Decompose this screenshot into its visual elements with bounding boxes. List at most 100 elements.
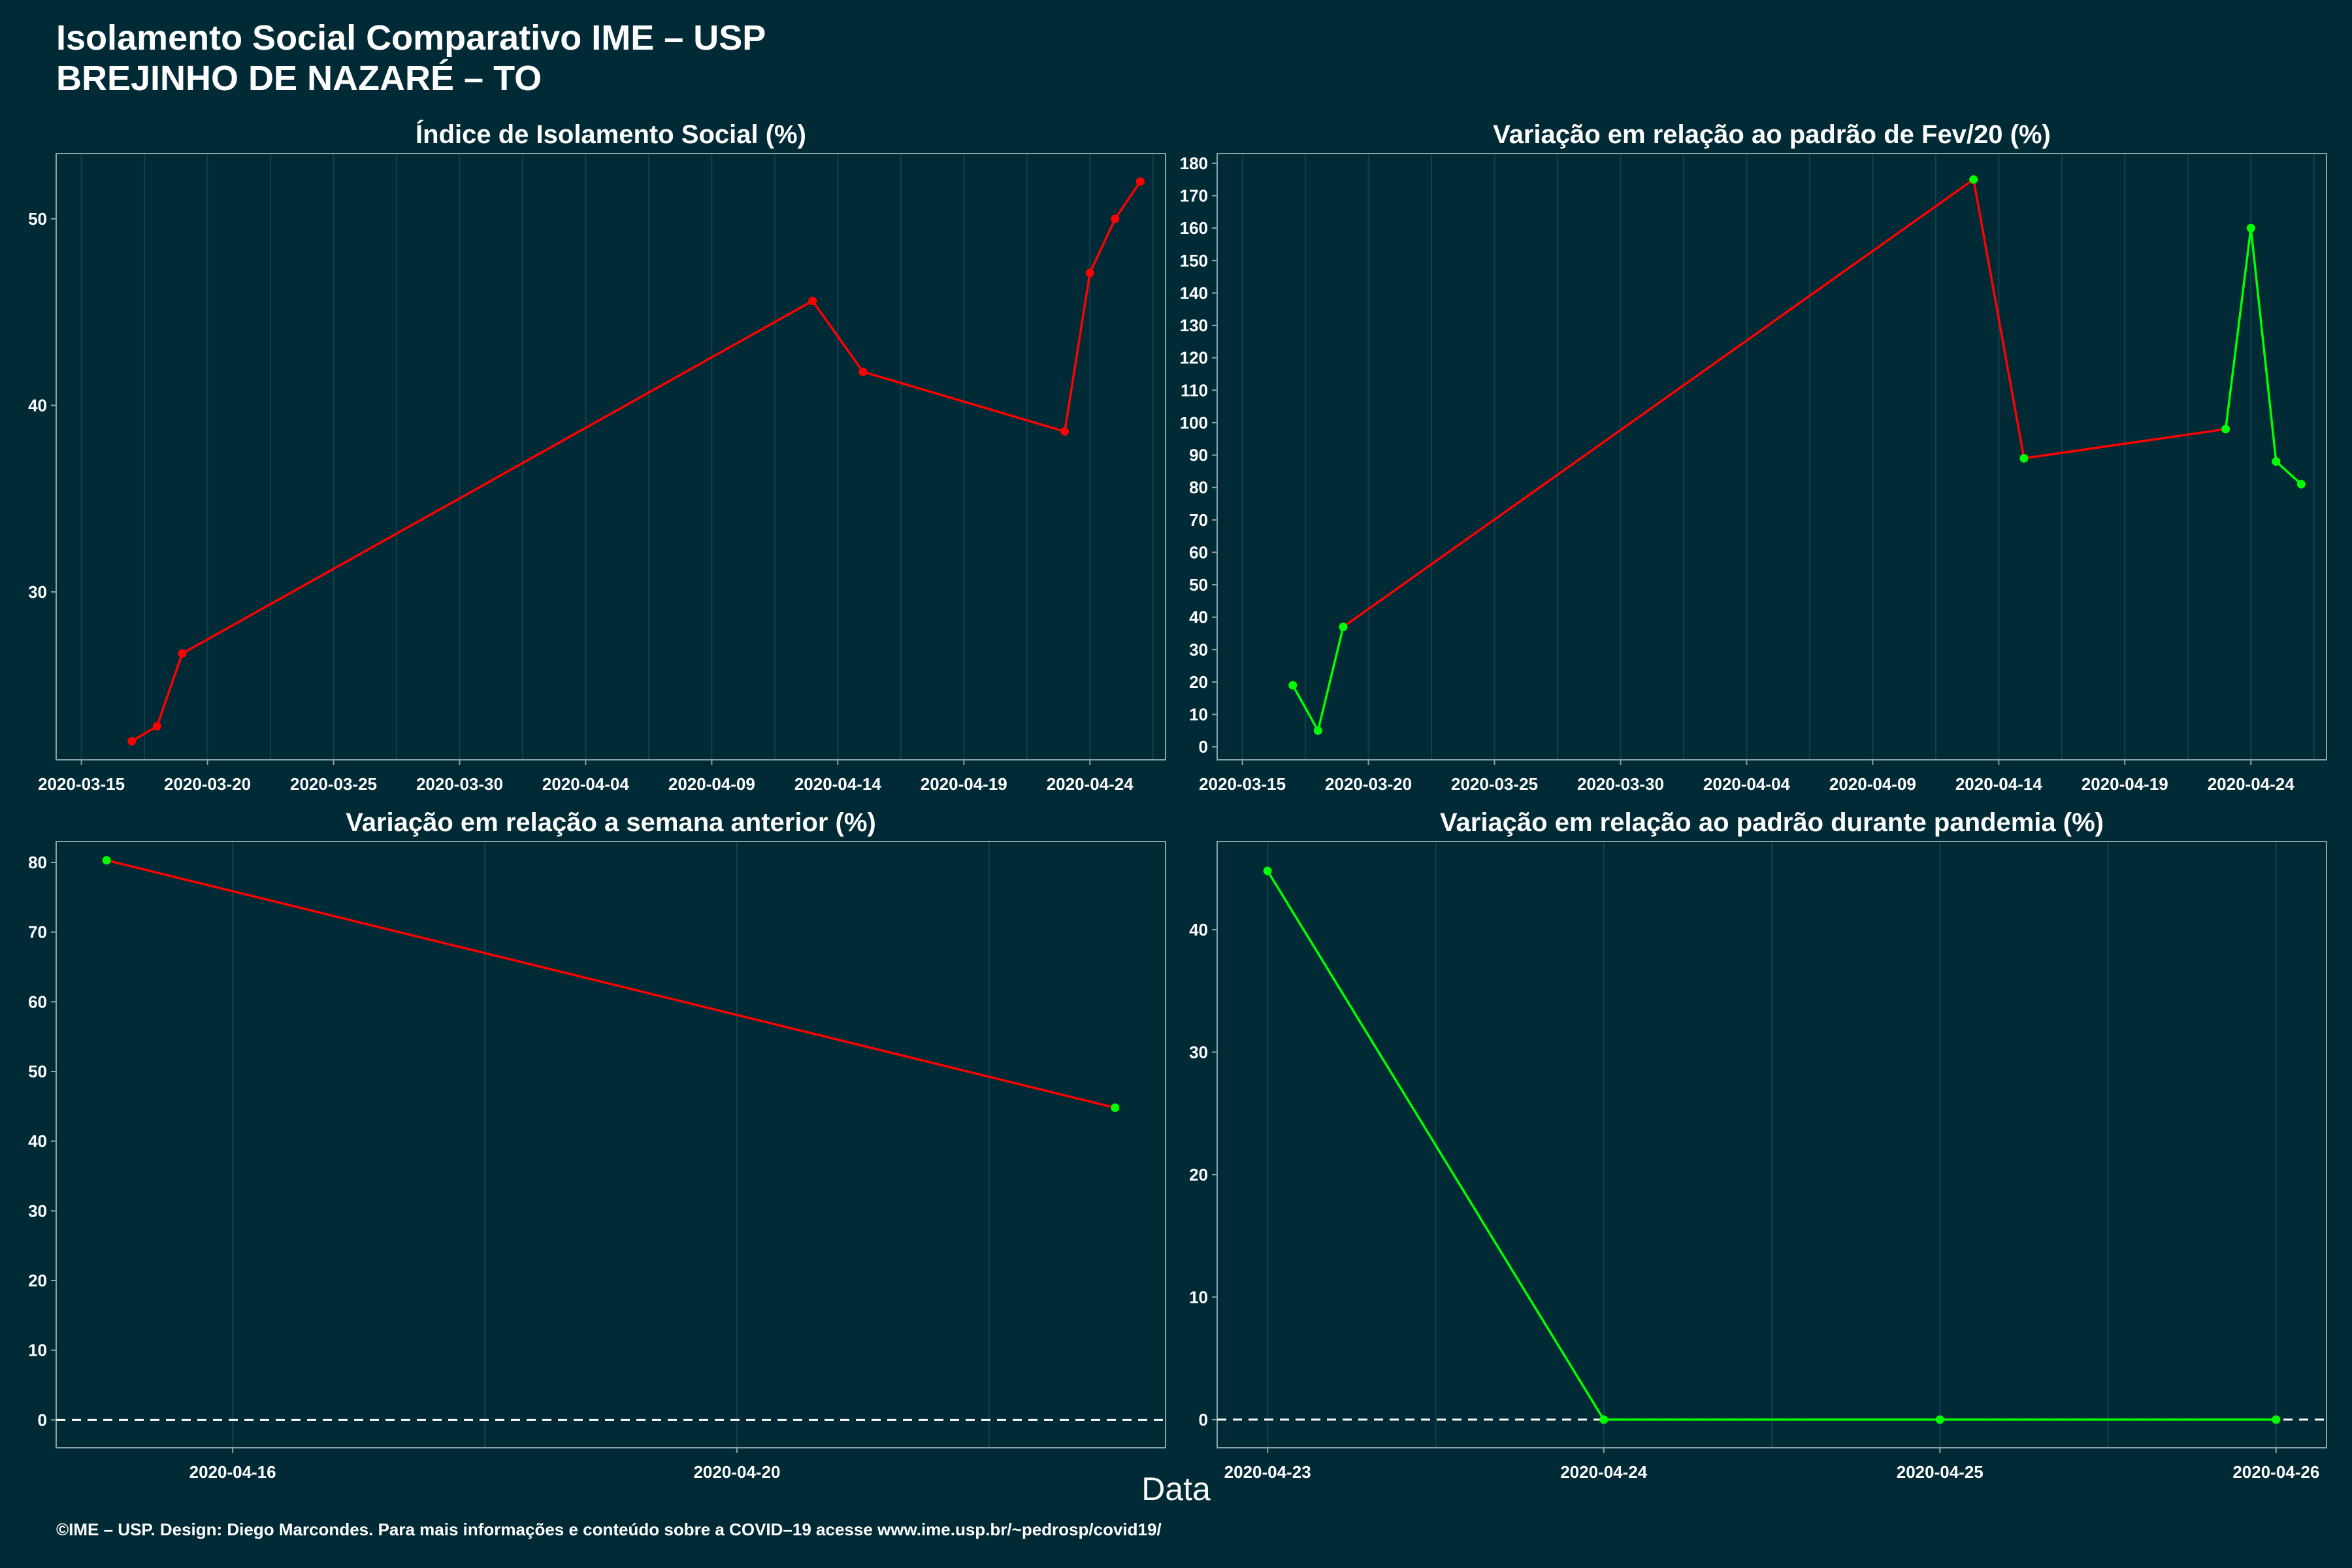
data-point — [2272, 457, 2281, 466]
y-tick-label: 50 — [28, 1062, 47, 1081]
data-point — [1969, 175, 1978, 184]
x-tick-label: 2020-03-25 — [1451, 774, 1538, 794]
x-tick-label: 2020-04-14 — [794, 774, 882, 794]
series-line-segment — [1342, 178, 1974, 628]
y-tick-label: 50 — [1189, 575, 1208, 595]
series-line-segment — [862, 370, 1066, 433]
chart-title: Variação em relação a semana anterior (%… — [346, 808, 876, 837]
series-line-segment — [2275, 461, 2302, 485]
data-point — [2221, 425, 2230, 434]
y-tick-label: 120 — [1180, 348, 1208, 368]
y-tick-label: 0 — [1199, 737, 1208, 757]
data-point — [1111, 214, 1120, 223]
y-tick-label: 10 — [1189, 1287, 1208, 1307]
series-line-segment — [1114, 180, 1141, 220]
footer-caption: ©IME – USP. Design: Diego Marcondes. Par… — [56, 1520, 1162, 1539]
series-line-segment — [131, 725, 158, 742]
data-point — [178, 649, 187, 658]
data-point — [2246, 223, 2255, 233]
y-tick-label: 10 — [28, 1341, 47, 1360]
series-line-segment — [1088, 218, 1117, 274]
data-point — [1060, 427, 1070, 436]
x-axis-title: Data — [1141, 1471, 1211, 1507]
x-tick-label: 2020-04-09 — [1829, 774, 1916, 794]
series-line-segment — [1972, 179, 2025, 459]
chart-panel-1: Índice de Isolamento Social (%) 30 40 50 202… — [28, 120, 1166, 794]
data-point — [858, 367, 868, 376]
y-tick-label: 20 — [1189, 1165, 1208, 1184]
chart-panel-2: Variação em relação ao padrão de Fev/20 … — [1180, 120, 2327, 794]
y-tick-label: 180 — [1180, 154, 1208, 173]
x-tick-label: 2020-04-09 — [668, 774, 755, 794]
y-tick-label: 40 — [28, 1132, 47, 1151]
x-tick-label: 2020-04-19 — [2082, 774, 2168, 794]
panel-border — [1217, 153, 2327, 760]
y-tick-label: 160 — [1180, 218, 1208, 238]
data-point — [1288, 681, 1298, 690]
y-tick-label: 70 — [28, 923, 47, 942]
data-point — [1935, 1415, 1944, 1424]
chart-panel-4: Variação em relação ao padrão durante pa… — [1189, 808, 2327, 1482]
series-line-segment — [106, 859, 1116, 1109]
x-tick-label: 2020-04-19 — [921, 774, 1007, 794]
chart-title: Variação em relação ao padrão de Fev/20 … — [1493, 120, 2051, 149]
y-tick-label: 30 — [1189, 1042, 1208, 1062]
series-line-segment — [1316, 627, 1345, 731]
x-tick-label: 2020-03-15 — [1199, 774, 1286, 794]
series-line-segment — [1266, 870, 1605, 1420]
x-tick-label: 2020-04-24 — [2208, 774, 2295, 794]
y-tick-label: 20 — [1189, 672, 1208, 692]
chart-title: Índice de Isolamento Social (%) — [416, 120, 806, 149]
series-line-segment — [811, 300, 864, 373]
y-tick-label: 140 — [1180, 283, 1208, 302]
panel-background — [1217, 154, 2327, 760]
x-tick-label: 2020-04-24 — [1047, 774, 1134, 794]
x-tick-label: 2020-04-23 — [1224, 1462, 1311, 1482]
y-tick-label: 0 — [1199, 1410, 1208, 1429]
data-point — [2296, 480, 2306, 489]
panel-border — [1217, 841, 2327, 1448]
y-tick-label: 0 — [38, 1410, 47, 1429]
panel-border — [56, 153, 1166, 760]
x-tick-label: 2020-04-04 — [542, 774, 630, 794]
x-tick-label: 2020-04-16 — [189, 1462, 276, 1482]
y-tick-label: 130 — [1180, 316, 1208, 335]
data-point — [1313, 726, 1322, 735]
y-tick-label: 70 — [1189, 510, 1208, 530]
y-tick-label: 100 — [1180, 413, 1208, 433]
y-tick-label: 40 — [1189, 608, 1208, 627]
y-tick-label: 80 — [1189, 478, 1208, 497]
x-tick-label: 2020-03-20 — [1325, 774, 1412, 794]
x-tick-label: 2020-04-14 — [1955, 774, 2043, 794]
series-line-segment — [2224, 227, 2252, 430]
panel-background — [56, 154, 1166, 760]
y-tick-label: 20 — [28, 1271, 47, 1290]
x-tick-label: 2020-04-04 — [1703, 774, 1791, 794]
page-subtitle: BREJINHO DE NAZARÉ – TO — [56, 59, 542, 98]
series-line-segment — [1063, 272, 1091, 432]
x-tick-label: 2020-04-25 — [1897, 1462, 1984, 1482]
data-point — [1135, 177, 1145, 186]
x-tick-label: 2020-03-30 — [416, 774, 503, 794]
data-point — [102, 856, 111, 865]
y-tick-label: 170 — [1180, 186, 1208, 206]
data-point — [1085, 269, 1094, 278]
data-point — [808, 297, 817, 306]
y-tick-label: 40 — [28, 395, 47, 415]
series-line-segment — [2023, 428, 2226, 460]
y-tick-label: 60 — [1189, 542, 1208, 562]
series-line-segment — [1292, 685, 1319, 732]
data-point — [152, 722, 161, 731]
y-tick-label: 80 — [28, 853, 47, 872]
x-tick-label: 2020-04-24 — [1560, 1462, 1648, 1482]
data-point — [127, 736, 137, 745]
panel-border — [56, 841, 1166, 1448]
y-tick-label: 50 — [28, 209, 47, 229]
panel-background — [56, 841, 1166, 1448]
x-tick-label: 2020-03-30 — [1577, 774, 1664, 794]
y-tick-label: 30 — [28, 582, 47, 602]
y-tick-label: 10 — [1189, 705, 1208, 725]
x-tick-label: 2020-04-20 — [693, 1462, 780, 1482]
page-title: Isolamento Social Comparativo IME – USP — [56, 18, 766, 57]
